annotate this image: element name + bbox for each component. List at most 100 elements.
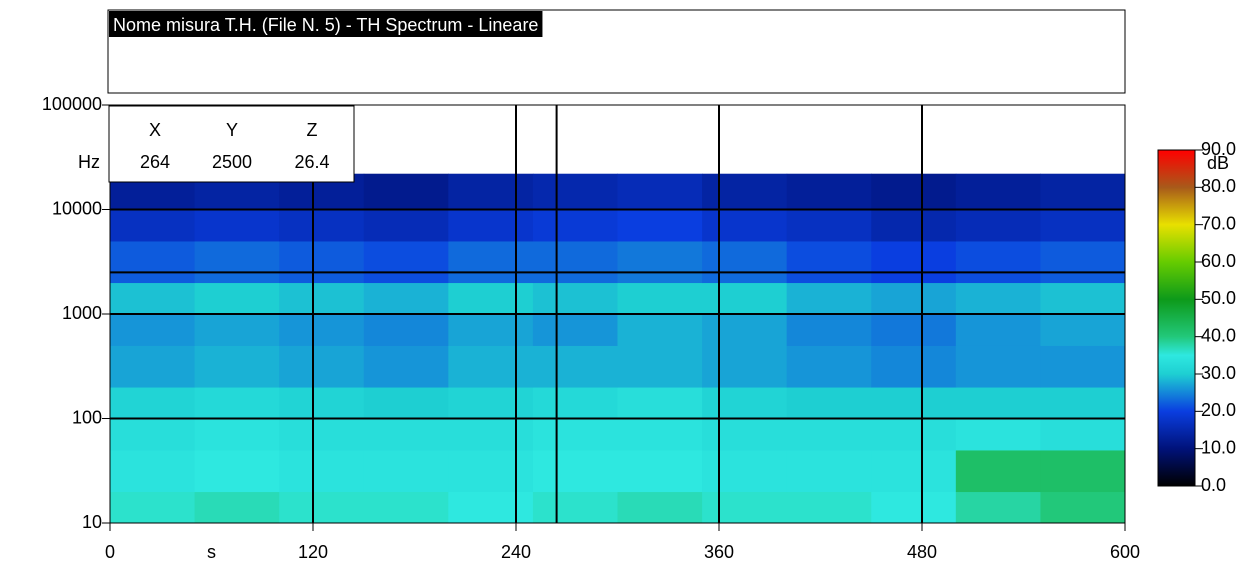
cell: [955, 418, 1041, 451]
y-tick-label: 1000: [62, 303, 102, 323]
cell: [871, 345, 957, 388]
cell: [194, 314, 280, 346]
cell: [617, 418, 703, 451]
cell: [1040, 491, 1126, 524]
cell: [1040, 173, 1126, 210]
cell: [617, 491, 703, 524]
cell: [363, 345, 449, 388]
cell: [363, 449, 449, 493]
y-tick-label: 100000: [42, 94, 102, 114]
cell: [955, 491, 1041, 524]
cell: [448, 209, 534, 242]
y-tick-label: 10000: [52, 198, 102, 218]
y-tick-label: 100: [72, 407, 102, 427]
cell: [786, 345, 872, 388]
cell: [617, 387, 703, 419]
cell: [955, 345, 1041, 388]
cell: [194, 240, 280, 284]
cell: [194, 387, 280, 419]
cell: [532, 418, 618, 451]
colorbar-tick-label: 50.0: [1201, 288, 1236, 308]
cell: [448, 345, 534, 388]
colorbar: [1157, 149, 1196, 487]
cell: [955, 240, 1041, 284]
cell: [871, 314, 957, 346]
x-tick-label: 360: [704, 542, 734, 562]
cell: [702, 209, 788, 242]
readout-value: 264: [140, 152, 170, 172]
cell: [871, 240, 957, 284]
x-tick-label: 240: [501, 542, 531, 562]
cell: [955, 314, 1041, 346]
x-axis-label: s: [207, 542, 216, 562]
readout-header: X: [149, 120, 161, 140]
cell: [363, 173, 449, 210]
cell: [279, 282, 365, 315]
cell: [702, 449, 788, 493]
colorbar-tick-label: 90.0: [1201, 139, 1236, 159]
cell: [702, 173, 788, 210]
cell: [1040, 387, 1126, 419]
cell: [532, 345, 618, 388]
readout-header: Y: [226, 120, 238, 140]
cell: [702, 240, 788, 284]
cell: [617, 449, 703, 493]
cell: [279, 314, 365, 346]
cell: [786, 491, 872, 524]
cell: [363, 240, 449, 284]
cell: [955, 282, 1041, 315]
chart-title: Nome misura T.H. (File N. 5) - TH Spectr…: [113, 15, 538, 35]
cell: [194, 491, 280, 524]
cell: [702, 387, 788, 419]
cell: [617, 345, 703, 388]
cell: [448, 173, 534, 210]
cell: [871, 173, 957, 210]
cell: [110, 314, 196, 346]
y-axis-label: Hz: [78, 152, 100, 172]
cell: [702, 345, 788, 388]
cell: [955, 209, 1041, 242]
cell: [871, 491, 957, 524]
cell: [110, 418, 196, 451]
cell: [871, 209, 957, 242]
readout-box: [108, 105, 355, 183]
cell: [702, 314, 788, 346]
cell: [448, 314, 534, 346]
cell: [448, 418, 534, 451]
colorbar-tick-label: 20.0: [1201, 400, 1236, 420]
x-tick-label: 480: [907, 542, 937, 562]
cell: [363, 314, 449, 346]
cell: [786, 173, 872, 210]
cell: [110, 387, 196, 419]
cell: [955, 173, 1041, 210]
cell: [448, 240, 534, 284]
colorbar-tick-label: 60.0: [1201, 251, 1236, 271]
cell: [786, 209, 872, 242]
cell: [194, 345, 280, 388]
cell: [1040, 240, 1126, 284]
cell: [279, 491, 365, 524]
cell: [955, 449, 1041, 493]
title-background: [109, 11, 543, 37]
cell: [110, 282, 196, 315]
cell: [617, 282, 703, 315]
cell: [194, 449, 280, 493]
cell: [786, 418, 872, 451]
cell: [448, 449, 534, 493]
cell: [279, 209, 365, 242]
cell: [279, 345, 365, 388]
cell: [448, 387, 534, 419]
cell: [1040, 314, 1126, 346]
cell: [363, 282, 449, 315]
cell: [786, 314, 872, 346]
cell: [363, 491, 449, 524]
colorbar-tick-label: 70.0: [1201, 213, 1236, 233]
x-tick-label: 600: [1110, 542, 1140, 562]
readout-value: 2500: [212, 152, 252, 172]
cell: [532, 387, 618, 419]
cell: [1040, 282, 1126, 315]
cell: [1040, 209, 1126, 242]
cell: [110, 449, 196, 493]
